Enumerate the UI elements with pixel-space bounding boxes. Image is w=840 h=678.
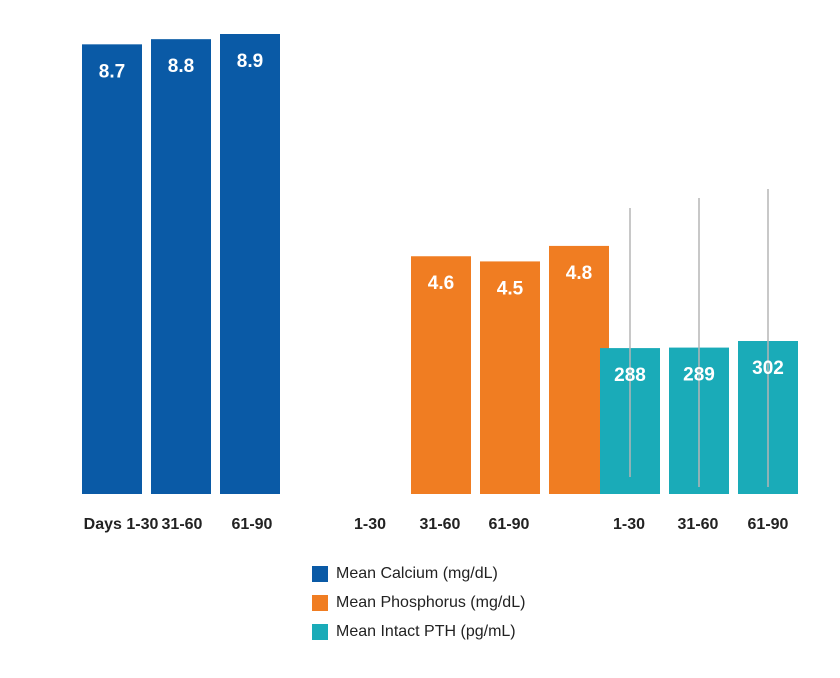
legend-swatch-calcium: [312, 566, 328, 582]
tick-label-pth-1: 1-30: [613, 516, 645, 533]
data-label-calcium-3: 8.9: [237, 51, 263, 72]
data-label-phosphorus-1: 4.6: [428, 273, 454, 294]
legend-item-phosphorus: Mean Phosphorus (mg/dL): [312, 592, 525, 614]
data-label-calcium-1: 8.7: [99, 61, 125, 82]
tick-label-calcium-2: 31-60: [162, 516, 203, 533]
bar-chart: 8.7 Days 1-30 8.8 31-60 8.9 61-90 4.6 1-30 4.5 31…: [82, 34, 798, 533]
bar-phosphorus-1: [411, 256, 471, 494]
tick-label-calcium-1: Days 1-30: [84, 516, 159, 533]
bar-phosphorus-3: [549, 245, 609, 494]
tick-label-phosphorus-1: 1-30: [354, 516, 386, 533]
tick-label-pth-3: 61-90: [748, 516, 789, 533]
bar-calcium-1: [82, 44, 142, 495]
legend-label-calcium: Mean Calcium (mg/dL): [336, 565, 498, 582]
bar-phosphorus-2: [480, 261, 540, 494]
data-label-phosphorus-2: 4.5: [497, 278, 524, 299]
tick-label-pth-2: 31-60: [678, 516, 719, 533]
legend-label-pth: Mean Intact PTH (pg/mL): [336, 623, 516, 640]
legend-swatch-pth: [312, 624, 328, 640]
tick-label-phosphorus-2: 31-60: [420, 516, 461, 533]
legend: Mean Calcium (mg/dL) Mean Phosphorus (mg…: [312, 563, 525, 650]
bar-calcium-2: [151, 39, 211, 494]
bar-calcium-3: [220, 34, 280, 494]
chart-marks: 8.7 Days 1-30 8.8 31-60 8.9 61-90 4.6 1-30 4.5 31…: [82, 34, 798, 533]
data-label-pth-2: 289: [683, 365, 715, 386]
legend-label-phosphorus: Mean Phosphorus (mg/dL): [336, 594, 526, 611]
data-label-pth-3: 302: [752, 358, 784, 379]
data-label-phosphorus-3: 4.8: [566, 263, 592, 284]
tick-label-phosphorus-3: 61-90: [489, 516, 530, 533]
tick-label-calcium-3: 61-90: [232, 516, 273, 533]
legend-item-calcium: Mean Calcium (mg/dL): [312, 563, 525, 585]
legend-swatch-phosphorus: [312, 595, 328, 611]
data-label-pth-1: 288: [614, 365, 646, 386]
legend-item-pth: Mean Intact PTH (pg/mL): [312, 621, 525, 643]
data-label-calcium-2: 8.8: [168, 56, 194, 77]
